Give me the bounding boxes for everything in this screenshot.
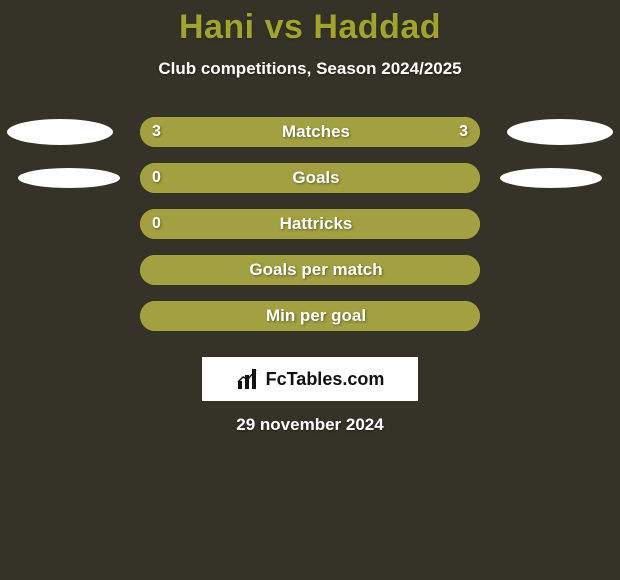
bar-fill [140, 209, 480, 239]
player-pill-right [500, 168, 602, 188]
player-pill-right [507, 119, 613, 145]
logo-box: FcTables.com [202, 357, 418, 401]
stat-bar: 0Hattricks [140, 209, 480, 239]
player-pill-left [18, 168, 120, 188]
stat-row: Goals per match [0, 247, 620, 293]
stat-row: 0Goals [0, 155, 620, 201]
bar-fill [140, 301, 480, 331]
stat-bar: Goals per match [140, 255, 480, 285]
stat-row: 0Hattricks [0, 201, 620, 247]
stat-bar: 33Matches [140, 117, 480, 147]
player-pill-left [7, 119, 113, 145]
stat-bar: Min per goal [140, 301, 480, 331]
bar-fill [140, 163, 480, 193]
page-subtitle: Club competitions, Season 2024/2025 [0, 59, 620, 79]
bar-fill-right [310, 117, 480, 147]
bar-value-left: 3 [152, 123, 161, 141]
bar-value-left: 0 [152, 169, 161, 187]
stat-rows: 33Matches0Goals0HattricksGoals per match… [0, 109, 620, 339]
stat-row: Min per goal [0, 293, 620, 339]
bar-fill-left [140, 117, 310, 147]
page-title: Hani vs Haddad [0, 0, 620, 47]
bar-fill [140, 255, 480, 285]
bar-chart-icon [236, 367, 260, 391]
bar-value-left: 0 [152, 215, 161, 233]
logo-text: FcTables.com [266, 369, 385, 390]
date-text: 29 november 2024 [0, 415, 620, 435]
bar-value-right: 3 [459, 123, 468, 141]
stat-bar: 0Goals [140, 163, 480, 193]
stat-row: 33Matches [0, 109, 620, 155]
